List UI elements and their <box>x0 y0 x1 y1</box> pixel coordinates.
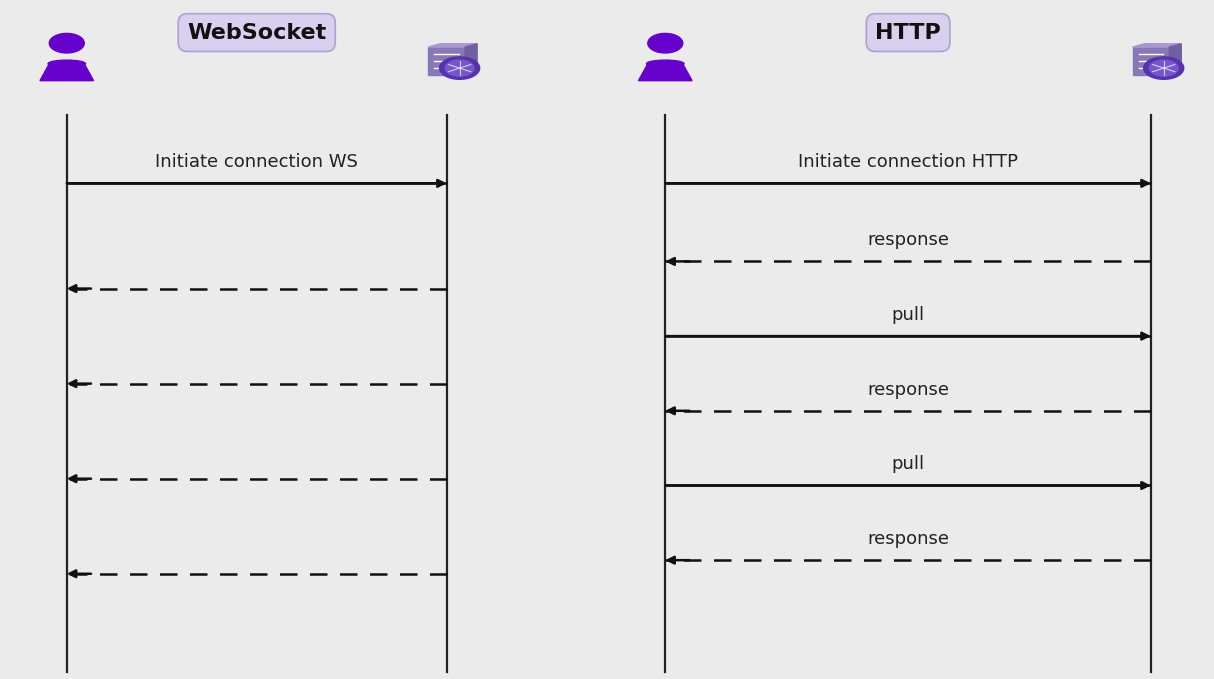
Polygon shape <box>429 43 477 47</box>
Ellipse shape <box>49 60 85 67</box>
Polygon shape <box>40 64 93 81</box>
Polygon shape <box>429 47 465 75</box>
Text: response: response <box>867 231 949 249</box>
Text: WebSocket: WebSocket <box>187 22 327 43</box>
Circle shape <box>439 57 480 79</box>
Polygon shape <box>1169 43 1181 75</box>
Text: Initiate connection HTTP: Initiate connection HTTP <box>798 153 1019 171</box>
Text: pull: pull <box>891 306 925 324</box>
Circle shape <box>50 33 84 53</box>
Circle shape <box>1144 57 1184 79</box>
Ellipse shape <box>647 60 683 67</box>
Text: response: response <box>867 530 949 548</box>
Polygon shape <box>465 43 477 75</box>
Circle shape <box>648 33 682 53</box>
Text: pull: pull <box>891 455 925 473</box>
Text: HTTP: HTTP <box>875 22 941 43</box>
Text: Initiate connection WS: Initiate connection WS <box>155 153 358 171</box>
Polygon shape <box>639 64 692 81</box>
Circle shape <box>446 60 473 76</box>
Text: response: response <box>867 380 949 399</box>
Polygon shape <box>1133 47 1169 75</box>
Circle shape <box>1150 60 1178 76</box>
Polygon shape <box>1133 43 1181 47</box>
